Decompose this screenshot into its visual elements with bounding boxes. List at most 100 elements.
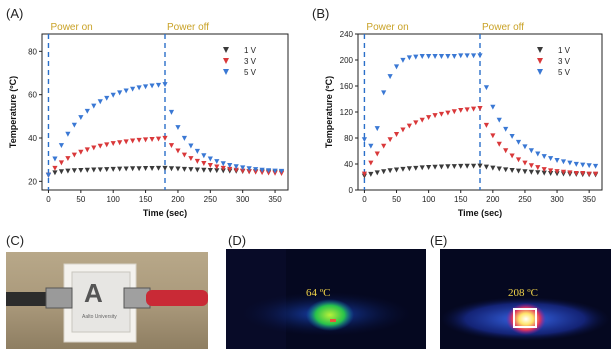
- data-point: [503, 126, 509, 132]
- data-point: [71, 122, 77, 128]
- panel-label-d: (D): [228, 233, 247, 248]
- hot-spot-marker: [330, 319, 336, 322]
- data-point: [483, 122, 490, 128]
- hot-spot-box: [513, 308, 537, 328]
- data-point: [445, 110, 451, 116]
- data-point: [52, 165, 58, 171]
- data-point: [194, 167, 200, 173]
- data-point: [130, 138, 136, 144]
- panel-label-a: (A): [6, 6, 24, 21]
- data-point: [162, 165, 168, 171]
- data-point: [78, 115, 84, 121]
- x-tick-label: 100: [107, 195, 121, 204]
- data-point: [104, 142, 110, 148]
- data-point: [91, 167, 97, 173]
- data-point: [406, 166, 412, 172]
- x-tick-label: 0: [46, 195, 51, 204]
- legend-marker: [223, 69, 229, 75]
- data-point: [188, 167, 194, 173]
- data-point: [400, 166, 406, 172]
- data-point: [361, 137, 368, 143]
- data-point: [567, 160, 573, 166]
- data-point: [175, 125, 181, 131]
- logo-letter: A: [84, 278, 103, 308]
- data-point: [220, 168, 226, 174]
- data-point: [451, 109, 457, 115]
- data-point: [387, 137, 393, 143]
- data-point: [496, 117, 502, 123]
- y-tick-label: 20: [28, 177, 37, 186]
- data-point: [522, 160, 528, 166]
- data-point: [438, 164, 445, 170]
- data-point: [413, 165, 419, 171]
- x-tick-label: 150: [454, 195, 468, 204]
- data-point: [464, 53, 470, 59]
- data-point: [207, 156, 213, 162]
- data-point: [451, 54, 457, 59]
- data-point: [496, 141, 502, 147]
- data-point: [265, 168, 272, 174]
- data-point: [387, 74, 393, 80]
- data-point: [515, 168, 522, 174]
- data-point: [541, 167, 547, 173]
- data-point: [207, 163, 213, 168]
- data-point: [592, 171, 599, 177]
- y-tick-label: 160: [340, 82, 354, 91]
- data-point: [573, 161, 579, 167]
- legend-marker: [223, 58, 229, 64]
- data-point: [117, 166, 123, 172]
- data-point: [227, 163, 233, 168]
- data-point: [426, 54, 432, 59]
- data-point: [181, 152, 188, 158]
- data-point: [162, 135, 168, 141]
- x-tick-label: 300: [550, 195, 564, 204]
- data-point: [458, 163, 464, 169]
- data-point: [97, 143, 103, 149]
- y-tick-label: 240: [340, 30, 354, 39]
- data-point: [123, 88, 129, 94]
- data-point: [246, 169, 252, 175]
- data-point: [201, 161, 207, 166]
- x-tick-label: 350: [582, 195, 596, 204]
- y-axis-label: Temperature (ºC): [8, 76, 18, 148]
- data-point: [240, 165, 246, 171]
- y-tick-label: 120: [340, 108, 354, 117]
- data-point: [509, 133, 515, 139]
- data-point: [117, 90, 123, 96]
- sample-photo: A Aalto University: [6, 252, 208, 349]
- data-point: [592, 163, 599, 169]
- data-point: [214, 168, 220, 174]
- data-point: [432, 54, 438, 59]
- data-point: [207, 167, 213, 173]
- data-point: [490, 165, 496, 171]
- data-point: [419, 165, 425, 171]
- y-tick-label: 0: [349, 186, 354, 195]
- data-point: [168, 143, 175, 149]
- legend-label: 3 V: [558, 57, 571, 66]
- data-point: [477, 106, 483, 111]
- data-point: [541, 154, 547, 160]
- data-point: [483, 164, 490, 170]
- legend-marker: [537, 69, 543, 75]
- thermal-image-64: 64 ºC: [226, 249, 426, 349]
- data-point: [168, 166, 175, 172]
- x-tick-label: 50: [76, 195, 85, 204]
- data-point: [233, 167, 239, 173]
- data-point: [194, 148, 200, 154]
- data-point: [168, 109, 175, 115]
- data-point: [393, 167, 400, 173]
- legend-marker: [223, 47, 229, 53]
- data-point: [97, 99, 103, 105]
- data-point: [214, 159, 220, 165]
- data-point: [58, 169, 65, 175]
- power-on-label: Power on: [50, 22, 92, 33]
- data-point: [117, 140, 123, 146]
- series-5v: [45, 82, 285, 178]
- data-point: [515, 139, 522, 145]
- data-point: [227, 166, 233, 172]
- data-point: [406, 55, 412, 61]
- y-axis-label: Temperature (ºC): [324, 76, 334, 148]
- data-point: [381, 143, 387, 149]
- legend-marker: [537, 47, 543, 53]
- right-cable: [146, 290, 208, 306]
